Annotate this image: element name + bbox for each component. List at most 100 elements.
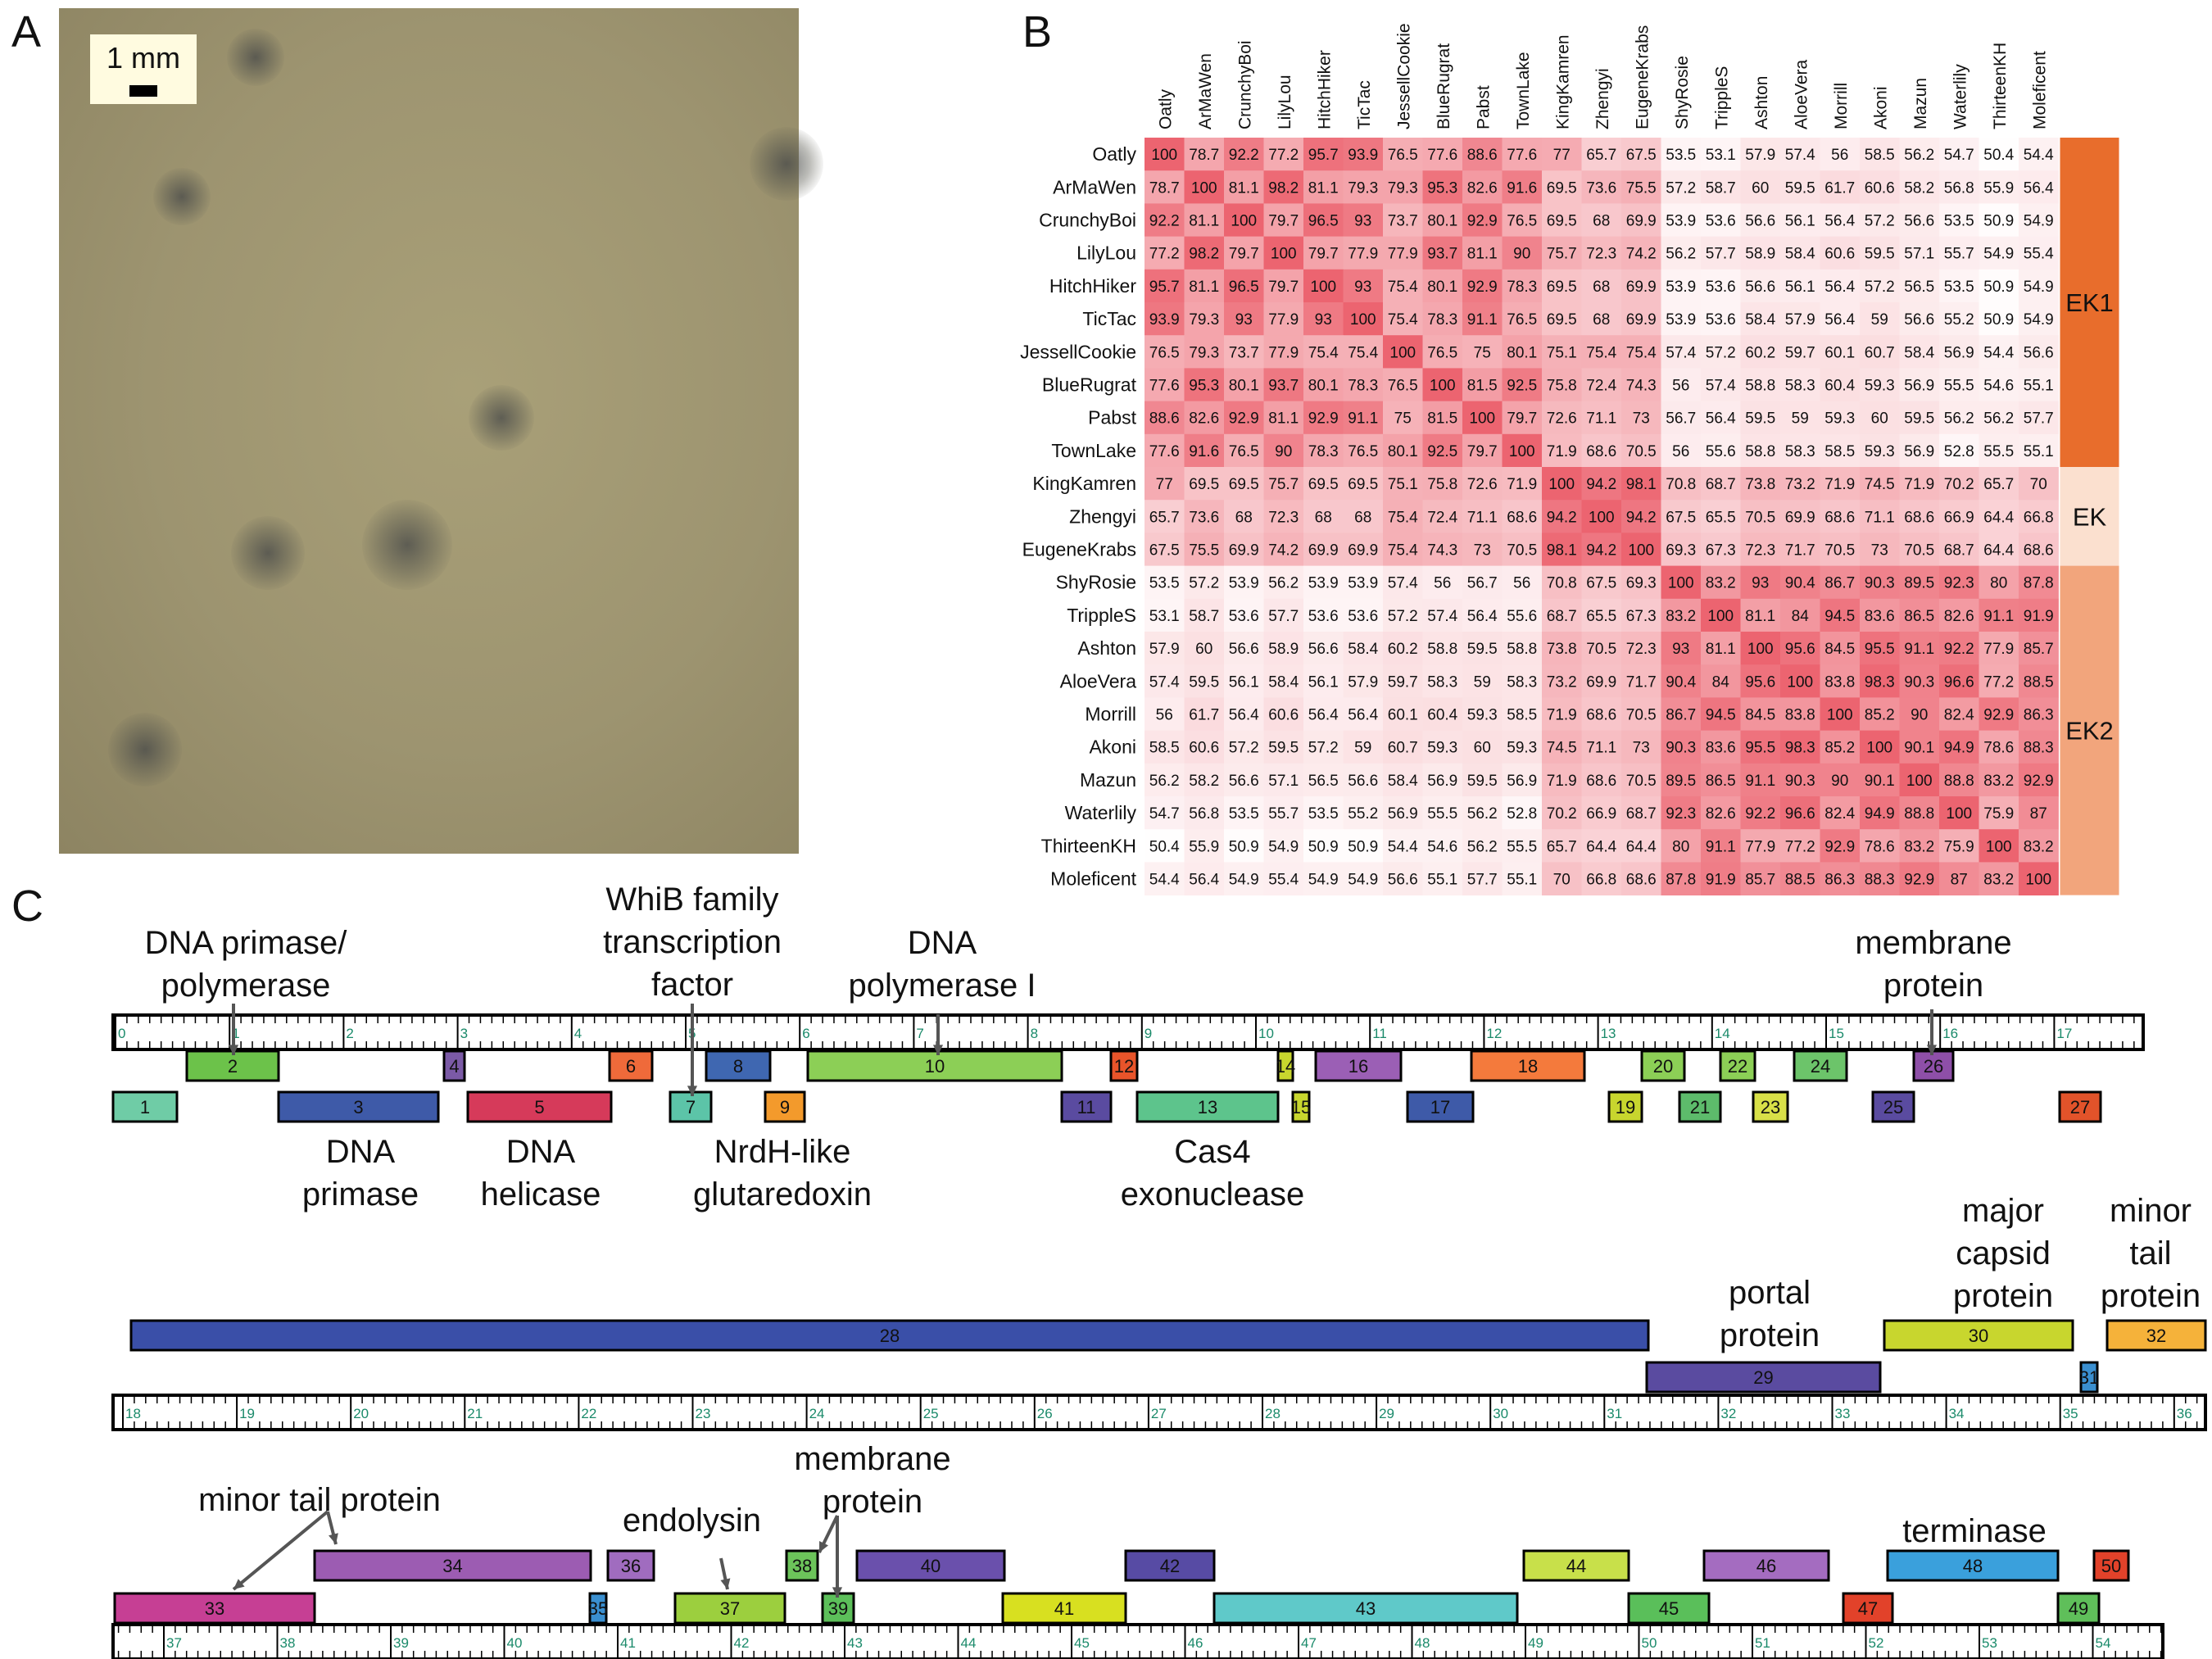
ruler-label: 26: [1037, 1406, 1053, 1421]
heatmap-value: 58.9: [1745, 246, 1775, 263]
heatmap-value: 56.6: [1904, 311, 1934, 329]
column-label: Zhengyi: [1593, 68, 1612, 129]
column-label: TicTac: [1355, 80, 1374, 129]
heatmap-cell: [1740, 138, 1781, 171]
heatmap-cell: [1303, 138, 1344, 171]
heatmap-value: 93: [1315, 311, 1332, 329]
heatmap-value: 76.5: [1348, 443, 1378, 460]
heatmap-cell: [1780, 138, 1820, 171]
gene-annotation: terminase: [1902, 1513, 2047, 1549]
heatmap-value: 77.2: [1149, 246, 1180, 263]
row-label: TicTac: [1082, 308, 1136, 329]
heatmap-cell: [1740, 170, 1781, 204]
row-label: KingKamren: [1032, 473, 1136, 494]
heatmap-cell: [1462, 467, 1503, 501]
heatmap-cell: [1820, 500, 1861, 533]
heatmap-value: 73.7: [1388, 213, 1418, 230]
heatmap-value: 68: [1593, 213, 1610, 230]
heatmap-cell: [1820, 269, 1861, 303]
heatmap-value: 81.1: [1189, 279, 1219, 296]
heatmap-value: 81.5: [1427, 410, 1457, 428]
heatmap-cell: [1860, 269, 1900, 303]
gene-number: 47: [1858, 1598, 1878, 1619]
heatmap-cell: [1701, 269, 1741, 303]
heatmap-value: 75.4: [1348, 344, 1378, 361]
heatmap-cell: [1145, 335, 1185, 369]
heatmap-value: 78.3: [1308, 443, 1339, 460]
heatmap-cell: [1542, 203, 1582, 237]
heatmap-value: 77.6: [1507, 147, 1537, 164]
heatmap-value: 58.5: [1824, 443, 1855, 460]
heatmap-cell: [1621, 401, 1661, 435]
gene-annotation: DNA primase: [301, 1134, 419, 1213]
heatmap-value: 69.5: [1348, 476, 1378, 493]
heatmap-value: 50.9: [1983, 213, 2014, 230]
heatmap-cell: [1701, 401, 1741, 435]
gene-number: 32: [2146, 1326, 2166, 1346]
heatmap-value: 77: [1156, 476, 1173, 493]
panel-letter-a: A: [11, 7, 42, 57]
heatmap-value: 68: [1315, 509, 1332, 526]
heatmap-cell: [1502, 401, 1543, 435]
heatmap-cell: [1422, 269, 1463, 303]
heatmap-cell: [1542, 269, 1582, 303]
heatmap-value: 69.5: [1308, 476, 1339, 493]
heatmap-value: 67.5: [1626, 147, 1657, 164]
heatmap-cell: [1899, 236, 1940, 270]
heatmap-value: 100: [1310, 279, 1336, 296]
heatmap-cell: [1383, 138, 1423, 171]
heatmap-value: 56.2: [1904, 147, 1934, 164]
heatmap-value: 68.7: [1706, 476, 1736, 493]
gene-number: 41: [1054, 1598, 1074, 1619]
heatmap-value: 61.7: [1824, 179, 1855, 197]
heatmap-cell: [1462, 236, 1503, 270]
heatmap-value: 73.6: [1586, 179, 1616, 197]
heatmap-cell: [1263, 467, 1304, 501]
heatmap-value: 57.2: [1666, 179, 1696, 197]
heatmap-value: 96.5: [1229, 279, 1259, 296]
heatmap-cell: [1303, 302, 1344, 336]
gene-annotation: NrdH-like glutaredoxin: [693, 1134, 872, 1213]
heatmap-cell: [1899, 401, 1940, 435]
heatmap-cell: [1581, 269, 1622, 303]
heatmap-cell: [2019, 138, 2059, 171]
heatmap-cell: [1780, 335, 1820, 369]
heatmap-value: 93: [1354, 279, 1371, 296]
heatmap-cell: [1621, 433, 1661, 468]
heatmap-value: 100: [1350, 311, 1376, 329]
ruler-label: 52: [1869, 1635, 1884, 1651]
heatmap-value: 100: [1231, 213, 1257, 230]
heatmap-value: 93.9: [1149, 311, 1180, 329]
ruler-label: 30: [1493, 1406, 1508, 1421]
heatmap-value: 100: [1271, 246, 1297, 263]
heatmap-value: 92.5: [1427, 443, 1457, 460]
heatmap-cell: [1820, 401, 1861, 435]
heatmap-value: 58.8: [1745, 443, 1775, 460]
heatmap-value: 60.2: [1745, 344, 1775, 361]
heatmap-cell: [1701, 236, 1741, 270]
gene-number: 17: [1430, 1097, 1450, 1117]
heatmap-value: 75.4: [1388, 311, 1418, 329]
heatmap-cell: [1701, 368, 1741, 401]
heatmap-value: 53.5: [1944, 213, 1974, 230]
heatmap-cell: [1860, 170, 1900, 204]
heatmap-value: 71.1: [1586, 410, 1616, 428]
ruler-label: 34: [1949, 1406, 1965, 1421]
heatmap-cell: [1462, 138, 1503, 171]
heatmap-cell: [1581, 236, 1622, 270]
heatmap-cell: [1422, 433, 1463, 468]
heatmap-cell: [1462, 401, 1503, 435]
heatmap-value: 94.2: [1547, 509, 1577, 526]
heatmap-cell: [1939, 302, 1979, 336]
heatmap-value: 68.6: [1904, 509, 1934, 526]
heatmap-cell: [1462, 302, 1503, 336]
heatmap-cell: [1740, 269, 1781, 303]
ruler-label: 7: [916, 1026, 923, 1041]
heatmap-value: 70.5: [1745, 509, 1775, 526]
heatmap-value: 100: [1469, 410, 1495, 428]
ruler-label: 15: [1829, 1026, 1844, 1041]
heatmap-cell: [1979, 236, 2019, 270]
heatmap-cell: [1740, 467, 1781, 501]
heatmap-value: 91.1: [1467, 311, 1498, 329]
heatmap-value: 56.6: [2024, 344, 2054, 361]
